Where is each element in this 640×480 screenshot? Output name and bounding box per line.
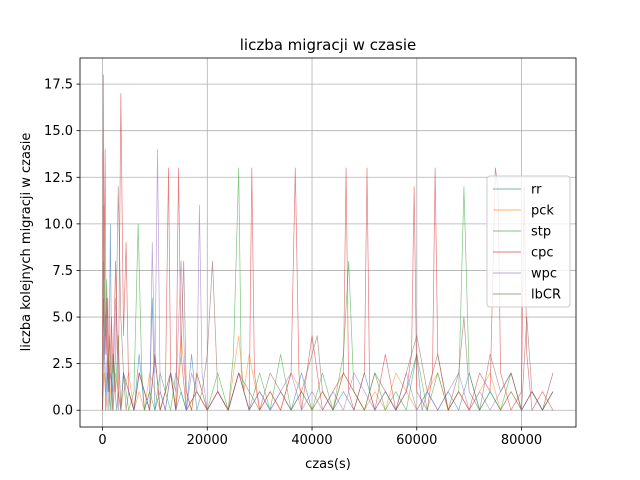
- axis-ticks: 0 20000 40000 60000 80000 0.0 2.5 5.0 7.5 10.0 12.…: [44, 78, 542, 448]
- x-tick-label: 20000: [187, 433, 228, 448]
- y-tick-label: 2.5: [52, 357, 73, 372]
- x-axis-label: czas(s): [305, 457, 351, 472]
- y-tick-label: 12.5: [44, 171, 73, 186]
- x-tick-label: 40000: [291, 433, 332, 448]
- legend-label-lbcr: lbCR: [531, 288, 561, 303]
- y-axis-label: liczba kolejnych migracji w czasie: [19, 133, 34, 352]
- legend-label-wpc: wpc: [531, 267, 557, 282]
- y-tick-label: 15.0: [44, 124, 73, 139]
- y-tick-label: 0.0: [52, 404, 73, 419]
- y-tick-label: 7.5: [52, 264, 73, 279]
- legend: rr pck stp cpc wpc lbCR: [486, 175, 571, 308]
- x-tick-label: 80000: [501, 433, 542, 448]
- y-tick-label: 5.0: [52, 311, 73, 326]
- series-layer: [102, 74, 554, 411]
- legend-label-cpc: cpc: [531, 246, 554, 261]
- plot-frame: [79, 57, 577, 428]
- chart-title: liczba migracji w czasie: [240, 36, 417, 54]
- x-tick-label: 0: [98, 433, 106, 448]
- legend-box: [486, 175, 571, 308]
- x-tick-label: 60000: [396, 433, 437, 448]
- legend-label-pck: pck: [531, 204, 554, 219]
- legend-label-stp: stp: [531, 225, 551, 240]
- y-tick-label: 10.0: [44, 217, 73, 232]
- y-tick-label: 17.5: [44, 78, 73, 93]
- legend-label-rr: rr: [531, 183, 542, 198]
- series-line-lbcr: [102, 186, 554, 411]
